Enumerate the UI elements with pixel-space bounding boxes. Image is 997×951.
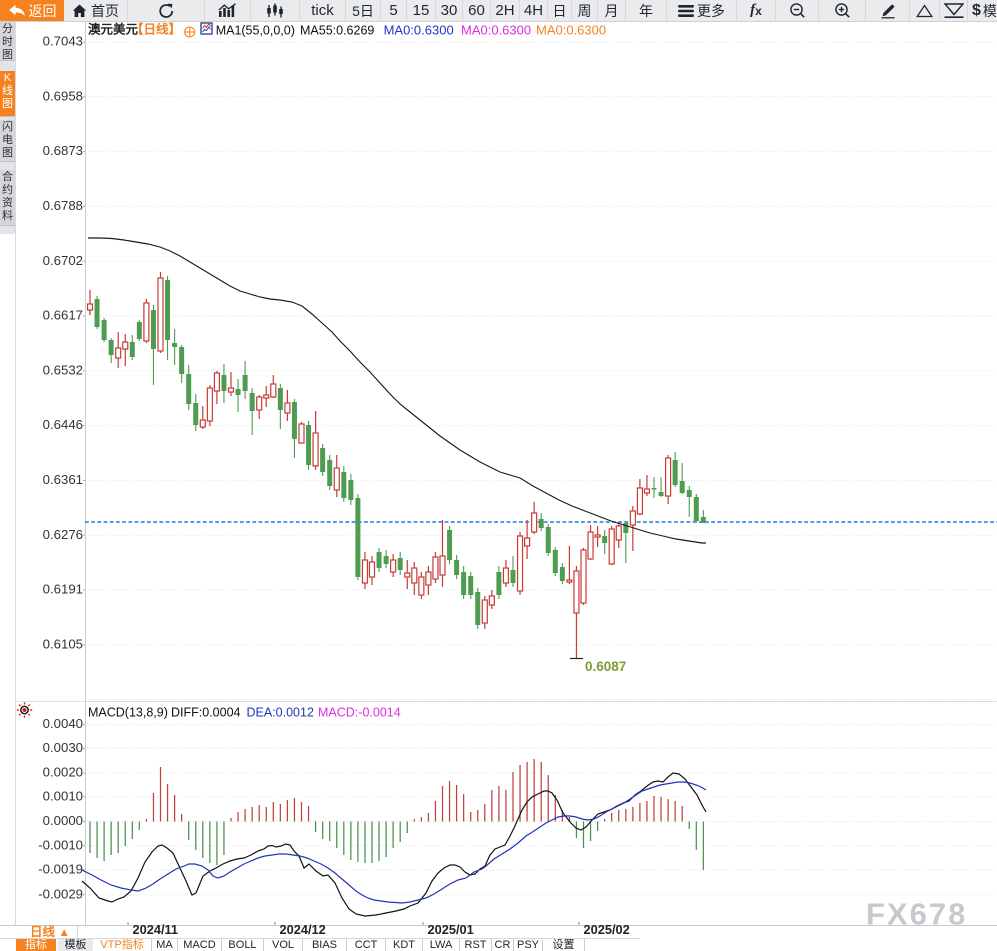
- svg-text:MA1(55,0,0,0): MA1(55,0,0,0): [216, 24, 295, 38]
- svg-text:0.0040: 0.0040: [43, 716, 83, 731]
- svg-text:MACD(13,8,9): MACD(13,8,9): [88, 706, 168, 720]
- svg-text:MA55:0.6269: MA55:0.6269: [300, 24, 374, 38]
- svg-text:DIFF:0.0004: DIFF:0.0004: [171, 706, 241, 720]
- svg-text:2024/11: 2024/11: [133, 922, 179, 937]
- svg-text:0.6191: 0.6191: [43, 582, 83, 597]
- svg-text:MA0:0.6300: MA0:0.6300: [384, 23, 454, 38]
- svg-text:0.7043: 0.7043: [43, 34, 83, 49]
- svg-text:2025/02: 2025/02: [584, 922, 630, 937]
- svg-text:0.6105: 0.6105: [43, 636, 83, 651]
- svg-text:0.0020: 0.0020: [43, 765, 83, 780]
- svg-text:FX678: FX678: [866, 897, 967, 932]
- svg-text:0.6446: 0.6446: [43, 417, 83, 432]
- svg-text:0.6276: 0.6276: [43, 527, 83, 542]
- svg-text:0.6873: 0.6873: [43, 143, 83, 158]
- svg-text:0.0000: 0.0000: [43, 813, 83, 828]
- svg-text:MA0:0.6300: MA0:0.6300: [536, 23, 606, 38]
- svg-text:2025/01: 2025/01: [428, 922, 474, 937]
- svg-text:2024/12: 2024/12: [280, 922, 326, 937]
- svg-text:-0.0010: -0.0010: [38, 837, 83, 852]
- svg-text:DEA:0.0012: DEA:0.0012: [247, 706, 314, 720]
- svg-text:0.6788: 0.6788: [43, 198, 83, 213]
- svg-text:0.6617: 0.6617: [43, 308, 83, 323]
- svg-text:0.6532: 0.6532: [43, 362, 83, 377]
- svg-text:0.6361: 0.6361: [43, 472, 83, 487]
- svg-text:0.6958: 0.6958: [43, 88, 83, 103]
- svg-text:-0.0019: -0.0019: [38, 862, 83, 877]
- svg-text:澳元美元: 澳元美元: [88, 22, 139, 37]
- svg-text:MACD:-0.0014: MACD:-0.0014: [318, 706, 401, 720]
- svg-text:0.6702: 0.6702: [43, 253, 83, 268]
- svg-text:-0.0029: -0.0029: [38, 886, 83, 901]
- svg-text:0.0010: 0.0010: [43, 788, 83, 803]
- svg-text:0.0030: 0.0030: [43, 740, 83, 755]
- svg-text:0.6087: 0.6087: [585, 659, 626, 674]
- svg-text:MA0:0.6300: MA0:0.6300: [461, 23, 531, 38]
- svg-text:【日线】: 【日线】: [131, 22, 181, 37]
